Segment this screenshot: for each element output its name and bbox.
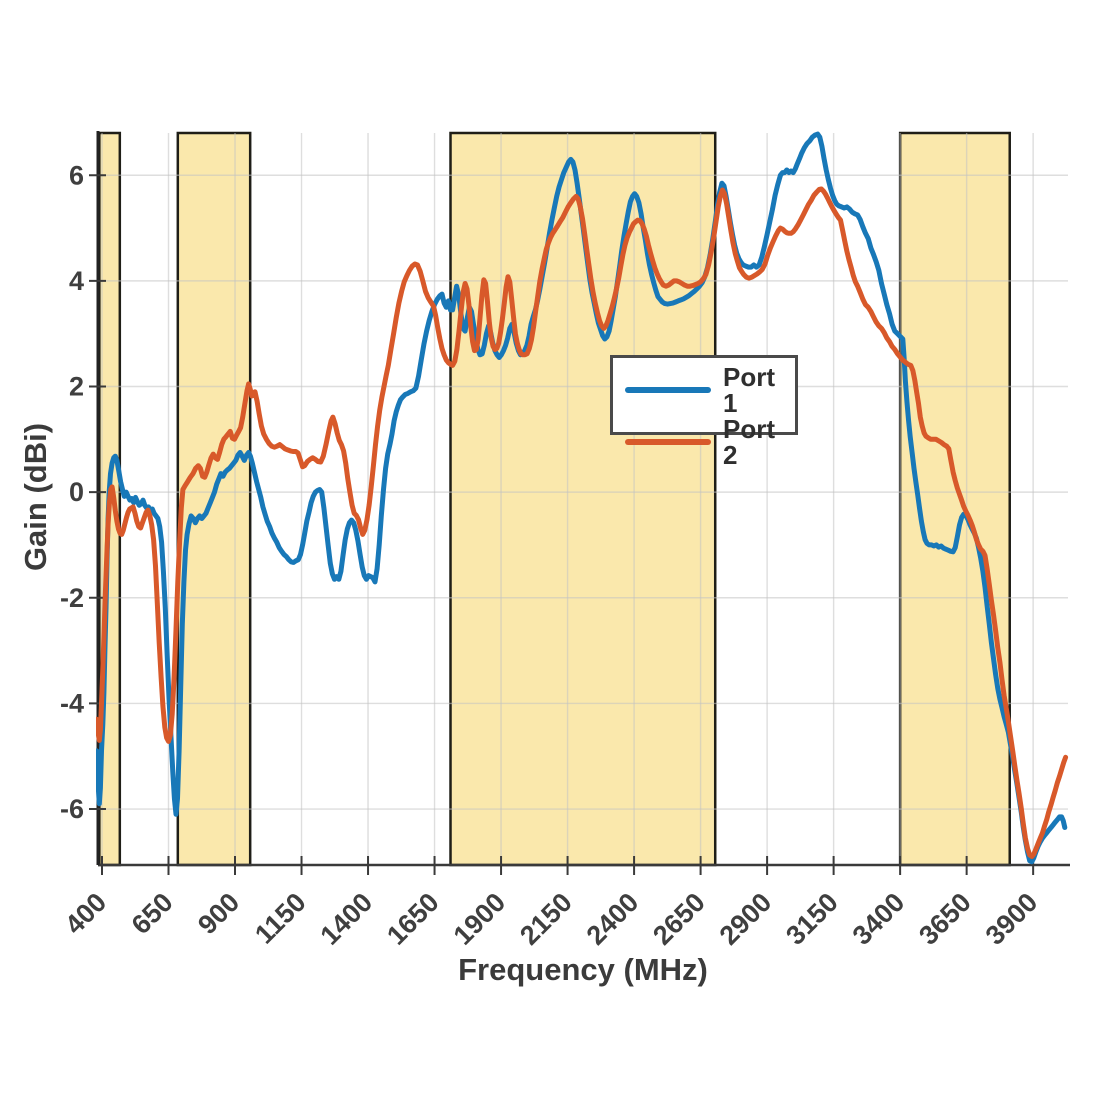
port-1-line <box>96 131 1068 865</box>
y-tick-label: 2 <box>69 372 84 402</box>
y-tick-label: 6 <box>69 160 84 190</box>
x-tick-label: 3150 <box>780 887 844 951</box>
x-tick-label: 3900 <box>980 887 1044 951</box>
x-tick-label: 3400 <box>847 887 911 951</box>
legend-label-port-1: Port 1 <box>723 362 775 418</box>
x-tick-label: 1400 <box>315 887 379 951</box>
y-tick-label: -2 <box>60 583 84 613</box>
legend: Port 1 Port 2 <box>610 355 798 468</box>
legend-entry-port-1: Port 1 <box>625 364 795 416</box>
x-tick-label: 2650 <box>647 887 711 951</box>
y-tick-label: -6 <box>60 794 84 824</box>
x-axis-title: Frequency (MHz) <box>458 952 708 987</box>
port-1-line-swatch <box>625 387 711 393</box>
port-2-line <box>96 186 1069 859</box>
x-tick-label: 1900 <box>448 887 512 951</box>
legend-label-port-2: Port 2 <box>723 414 775 470</box>
x-tick-label: 900 <box>192 887 245 940</box>
x-tick-label: 1650 <box>381 887 445 951</box>
x-tick-label: 400 <box>59 887 112 940</box>
legend-entry-port-2: Port 2 <box>625 416 795 468</box>
port-2-line-swatch <box>625 439 711 445</box>
x-tick-label: 2400 <box>581 887 645 951</box>
x-tick-label: 2150 <box>514 887 578 951</box>
x-tick-label: 3650 <box>913 887 977 951</box>
y-tick-label: 0 <box>69 477 84 507</box>
y-tick-label: -4 <box>60 688 84 718</box>
y-axis-title: Gain (dBi) <box>18 422 53 572</box>
x-tick-label: 2900 <box>714 887 778 951</box>
x-tick-label: 650 <box>126 887 179 940</box>
x-tick-label: 1150 <box>249 887 312 950</box>
band-highlight <box>449 131 717 867</box>
y-tick-label: 4 <box>69 266 84 296</box>
